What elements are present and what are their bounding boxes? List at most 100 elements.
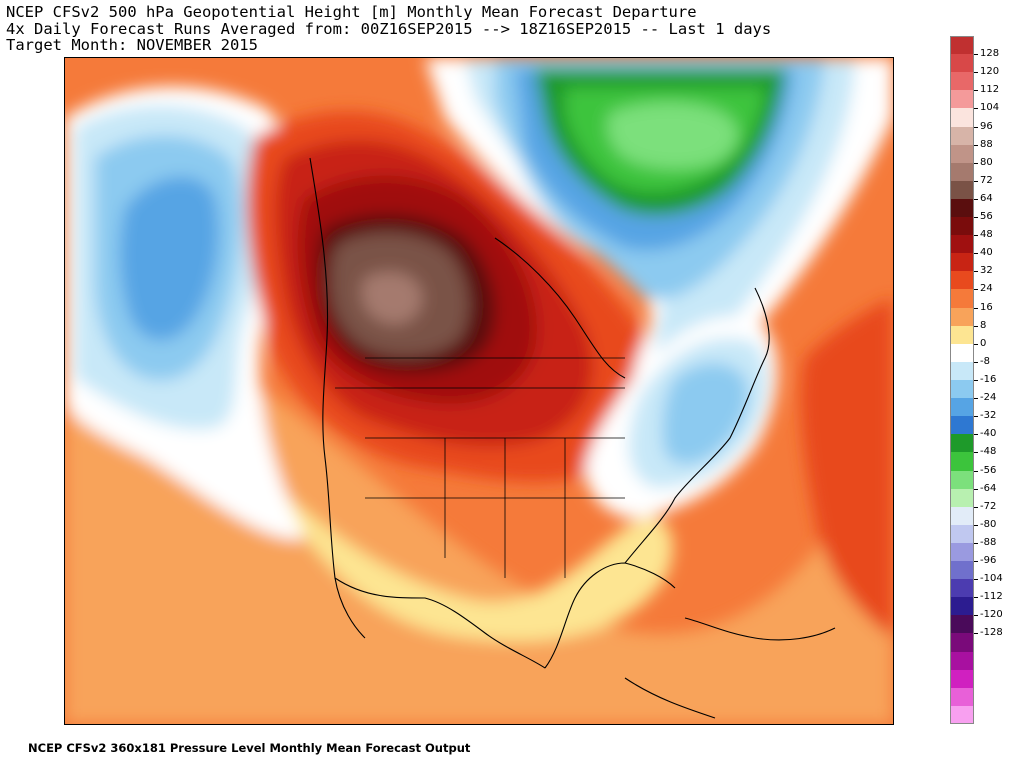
legend-label: -24 (980, 392, 997, 404)
legend-label: -40 (980, 428, 997, 440)
legend-swatch (950, 180, 974, 200)
legend-label: 96 (980, 120, 993, 132)
anomaly-positive-ridge-peak (361, 272, 423, 325)
legend-label: 48 (980, 229, 993, 241)
legend-swatch (950, 669, 974, 689)
legend-label: -64 (980, 482, 997, 494)
legend-swatch (950, 452, 974, 471)
legend-tick (974, 524, 978, 526)
legend-label: -80 (980, 518, 997, 530)
legend-tick (974, 452, 978, 454)
legend-swatch (950, 434, 974, 453)
legend-swatch (950, 289, 974, 309)
anomaly-negative-eastcoast-mid (662, 363, 749, 465)
legend-tick (974, 54, 978, 56)
legend-tick (974, 361, 978, 363)
legend-swatch (950, 524, 974, 544)
legend-tick (974, 72, 978, 74)
color-scale-legend: 128 120 112 104 96 88 80 72 64 56 48 40 32 24 16 8 0 -8 -1… (950, 36, 1020, 725)
legend-swatch (950, 36, 974, 55)
legend-label: 56 (980, 211, 993, 223)
anomaly-map (64, 57, 894, 725)
legend-tick (974, 126, 978, 128)
legend-label: 104 (980, 102, 1000, 114)
legend-label: -96 (980, 555, 997, 567)
anomaly-positive-8 (65, 346, 893, 724)
legend-label: 32 (980, 265, 993, 277)
legend-swatch (950, 488, 974, 508)
legend-swatch (950, 597, 974, 616)
legend-tick (974, 579, 978, 581)
legend-swatch (950, 633, 974, 653)
legend-label: -120 (980, 609, 1003, 621)
anomaly-negative-greenland-core (607, 102, 738, 170)
legend-label: 80 (980, 156, 993, 168)
legend-tick (974, 470, 978, 472)
legend-tick (974, 398, 978, 400)
legend-swatch (950, 470, 974, 490)
legend-tick (974, 253, 978, 255)
legend-tick (974, 180, 978, 182)
legend-swatch (950, 343, 974, 363)
legend-label: 40 (980, 247, 993, 259)
legend-tick (974, 217, 978, 219)
legend-swatch (950, 398, 974, 417)
legend-swatch (950, 253, 974, 272)
legend-swatch (950, 561, 974, 580)
legend-swatch (950, 217, 974, 236)
legend-tick (974, 488, 978, 490)
legend-swatch (950, 380, 974, 399)
legend-swatch (950, 162, 974, 182)
legend-label: -128 (980, 627, 1003, 639)
legend-label: 0 (980, 337, 987, 349)
legend-swatch (950, 54, 974, 73)
legend-tick (974, 506, 978, 508)
legend-tick (974, 542, 978, 544)
legend-swatch (950, 506, 974, 526)
legend-label: 64 (980, 192, 993, 204)
legend-tick (974, 343, 978, 345)
legend-tick (974, 162, 978, 164)
legend-label: -8 (980, 355, 990, 367)
legend-label: -72 (980, 500, 997, 512)
legend-tick (974, 90, 978, 92)
legend-tick (974, 198, 978, 200)
legend-swatch (950, 579, 974, 598)
legend-swatch (950, 361, 974, 381)
legend-tick (974, 633, 978, 635)
legend-tick (974, 307, 978, 309)
target-month-subtitle: Target Month: NOVEMBER 2015 (6, 36, 258, 54)
forecast-runs-subtitle: 4x Daily Forecast Runs Averaged from: 00… (6, 20, 772, 38)
legend-swatch (950, 307, 974, 327)
legend-label: -112 (980, 591, 1003, 603)
legend-swatch (950, 542, 974, 562)
legend-label: 24 (980, 283, 993, 295)
legend-label: -16 (980, 374, 997, 385)
legend-swatch (950, 126, 974, 146)
legend-label: -56 (980, 464, 997, 476)
legend-tick (974, 289, 978, 291)
legend-label: 128 (980, 48, 1000, 60)
legend-swatch (950, 615, 974, 634)
legend-tick (974, 144, 978, 146)
legend-swatch (950, 90, 974, 109)
legend-label: 8 (980, 319, 987, 331)
legend-tick (974, 235, 978, 237)
anomaly-negative-pacific-strong (119, 176, 219, 341)
legend-tick (974, 416, 978, 418)
legend-tick (974, 108, 978, 110)
legend-swatch (950, 198, 974, 218)
legend-label: -104 (980, 573, 1003, 585)
legend-label: -48 (980, 446, 997, 458)
data-source-footer: NCEP CFSv2 360x181 Pressure Level Monthl… (28, 741, 471, 755)
legend-tick (974, 561, 978, 563)
anomaly-positive-atlantic (800, 298, 893, 638)
legend-swatch (950, 416, 974, 435)
legend-swatch (950, 235, 974, 254)
legend-tick (974, 380, 978, 381)
legend-tick (974, 434, 978, 436)
legend-label: -88 (980, 536, 997, 548)
legend-swatch (950, 687, 974, 707)
legend-tick (974, 597, 978, 599)
legend-swatch (950, 108, 974, 127)
